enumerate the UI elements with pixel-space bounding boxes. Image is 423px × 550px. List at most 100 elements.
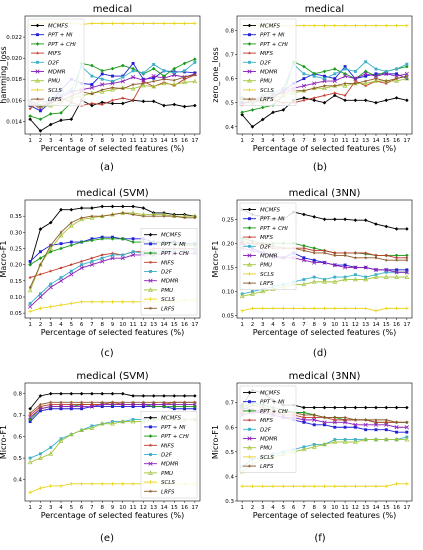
data-point [343,418,347,422]
data-point [322,69,327,74]
legend-label: SCLS [260,455,274,461]
legend-label: PMU [48,79,60,85]
data-point [302,420,306,424]
data-point [374,484,378,489]
data-point [302,306,306,311]
data-point [394,437,399,442]
data-point [291,306,296,311]
legend-label: SCLS [161,297,175,303]
data-point [171,81,177,87]
data-point [120,21,125,26]
x-tick-label: 4 [59,505,63,511]
x-tick-label: 17 [191,322,198,328]
data-point [394,481,399,486]
data-point [58,438,64,443]
legend-marker [247,226,252,230]
data-point [323,77,326,81]
legend-marker [247,409,252,413]
y-tick-label: 0.020 [6,56,22,62]
x-tick-label: 8 [100,322,104,328]
y-tick-label: 0.7 [225,53,234,59]
legend-marker [248,400,251,404]
data-point [374,256,378,260]
legend-label: PPT + CHI [48,42,76,48]
y-tick-label: 0.018 [6,77,22,83]
data-point [182,21,187,26]
x-tick-label: 16 [181,505,188,511]
x-tick-label: 12 [352,138,359,144]
data-point [353,418,358,422]
data-point [193,103,197,108]
data-point [99,89,105,94]
x-axis-label: Percentage of selected features (%) [41,328,185,337]
data-point [48,404,53,409]
data-point [131,98,135,102]
data-point [182,394,187,398]
data-point [89,262,94,267]
data-point [141,394,146,398]
legend-label: MCMFS [260,24,280,30]
legend-marker [247,464,252,468]
data-point [59,276,63,280]
data-point [312,248,316,253]
data-point [373,267,379,272]
data-point [322,420,327,425]
x-tick-label: 7 [302,505,306,511]
legend-label: MIFS [161,443,175,449]
data-point [302,484,306,489]
data-point [404,76,410,81]
data-point [374,72,378,76]
data-point [302,405,306,410]
data-point [131,21,135,26]
data-point [342,439,348,444]
data-point [121,400,125,404]
data-point [405,74,409,78]
data-point [322,279,327,284]
data-point [172,72,177,78]
data-point [100,300,105,304]
data-point [240,112,244,117]
data-point [100,256,104,260]
data-point [312,413,316,417]
data-point [302,96,306,100]
legend-marker [148,306,153,310]
legend-marker [149,453,152,456]
data-point [38,129,43,133]
y-tick-label: 0.15 [222,265,235,271]
data-point [38,256,43,260]
data-point [384,428,388,432]
data-point [322,405,327,410]
legend-marker [148,232,153,237]
data-point [49,400,53,404]
data-point [100,402,105,407]
legend-marker [148,434,153,438]
legend-marker [247,436,252,441]
x-tick-label: 2 [251,322,255,328]
data-point [363,98,368,103]
data-point [322,251,327,255]
data-point [90,482,94,486]
chart-title: medical (3NN) [289,371,361,382]
data-point [302,212,306,217]
data-point [394,227,399,231]
data-point [80,407,84,411]
data-point [312,306,317,311]
legend-marker [247,88,252,92]
data-point [151,394,156,398]
legend-label: MIFS [48,51,62,57]
data-point [384,69,388,73]
legend-marker [148,297,153,301]
data-point [312,423,316,427]
data-point [405,481,409,486]
data-point [271,306,275,311]
data-point [100,68,105,73]
data-point [120,419,126,424]
data-point [110,236,115,241]
data-point [312,86,316,90]
legend-label: PPT + MI [260,33,285,39]
data-point [193,73,197,77]
data-point [363,418,368,422]
data-point [28,117,32,122]
x-tick-label: 15 [383,505,390,511]
legend-label: MIFS [260,51,274,57]
